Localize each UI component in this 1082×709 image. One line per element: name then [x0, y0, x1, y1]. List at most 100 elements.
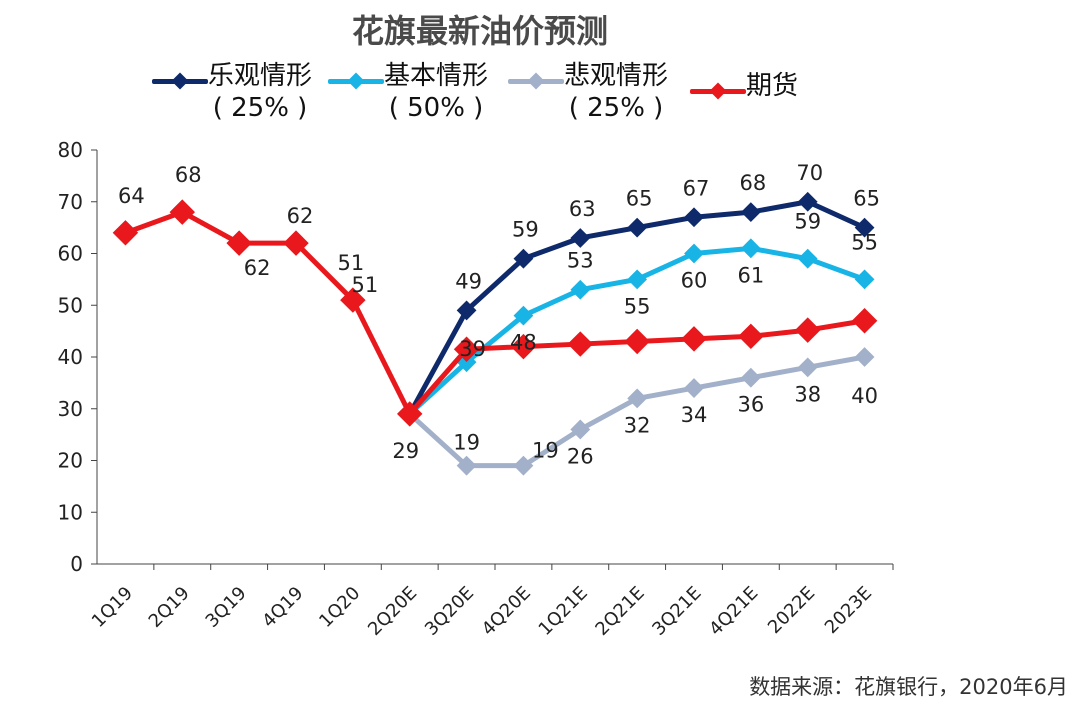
data-label: 55	[851, 230, 878, 254]
data-label: 62	[244, 256, 271, 280]
data-label: 65	[853, 187, 880, 211]
data-label: 36	[737, 393, 764, 417]
y-tick-label: 60	[58, 242, 83, 266]
x-tick-label: 3Q21E	[648, 583, 705, 640]
y-tick-label: 40	[58, 345, 83, 369]
data-label: 53	[567, 249, 594, 273]
data-point	[570, 279, 591, 300]
data-point	[513, 455, 534, 476]
data-label: 48	[510, 331, 537, 355]
legend-item-base: 基本情形 ( 50% )	[328, 60, 488, 124]
data-label: 32	[624, 413, 651, 437]
legend-label-pessimistic: 悲观情形	[564, 61, 669, 91]
data-label: 68	[739, 171, 766, 195]
data-point	[453, 336, 480, 362]
legend-label-futures: 期货	[746, 71, 799, 101]
data-point	[513, 305, 534, 326]
x-tick-label: 1Q19	[88, 583, 137, 632]
chart-title: 花旗最新油价预测	[351, 12, 608, 50]
y-tick-label: 50	[58, 293, 83, 317]
x-tick-label: 1Q20	[315, 583, 364, 632]
data-point	[567, 331, 594, 357]
legend-sub-optimistic: ( 25% )	[212, 93, 308, 123]
data-point	[740, 367, 761, 388]
data-label: 19	[532, 439, 559, 463]
data-point	[684, 243, 704, 264]
y-tick-label: 10	[58, 500, 83, 524]
legend-swatch-futures	[690, 78, 746, 104]
data-point	[456, 300, 477, 321]
y-tick-label: 20	[58, 449, 83, 473]
data-point	[456, 455, 477, 476]
data-point	[627, 217, 648, 238]
data-point	[627, 269, 648, 290]
data-point	[740, 202, 761, 222]
data-point	[797, 248, 818, 269]
x-tick-label: 2023E	[821, 583, 876, 638]
data-label: 49	[455, 269, 482, 293]
data-label: 59	[512, 218, 539, 242]
source-note: 数据来源：花旗银行，2020年6月	[749, 675, 1068, 699]
legend-label-optimistic: 乐观情形	[208, 61, 313, 91]
data-label: 65	[626, 187, 653, 211]
x-tick-label: 4Q20E	[478, 583, 535, 640]
data-point	[681, 326, 707, 352]
data-label: 51	[337, 251, 364, 275]
data-label: 60	[681, 269, 708, 293]
data-point	[169, 199, 196, 225]
data-label: 38	[794, 382, 821, 406]
x-tick-label: 2022E	[764, 583, 819, 638]
data-label: 61	[737, 263, 764, 287]
data-point	[797, 357, 818, 378]
data-label: 34	[681, 403, 708, 427]
data-label: 59	[794, 210, 821, 234]
x-tick-label: 3Q19	[202, 583, 251, 632]
data-point	[797, 191, 818, 212]
data-point	[738, 323, 764, 350]
x-tick-label: 2Q20E	[364, 583, 421, 640]
y-tick-label: 30	[58, 397, 83, 421]
legend-swatch-pessimistic	[508, 68, 564, 94]
data-point	[570, 419, 591, 440]
data-label: 19	[453, 431, 480, 455]
legend-sub-pessimistic: ( 25% )	[568, 93, 664, 123]
data-label: 64	[118, 184, 145, 208]
data-point	[112, 220, 139, 246]
y-tick-label: 0	[70, 552, 83, 576]
data-point	[340, 287, 366, 313]
data-point	[283, 230, 309, 256]
y-tick-label: 80	[58, 138, 83, 162]
x-tick-label: 2Q21E	[591, 583, 648, 640]
data-label: 63	[569, 197, 596, 221]
legend-item-pessimistic: 悲观情形 ( 25% )	[508, 60, 668, 124]
data-point	[627, 388, 648, 409]
data-point	[510, 333, 537, 360]
data-label: 67	[683, 176, 710, 200]
data-point	[570, 228, 591, 248]
legend-item-optimistic: 乐观情形 ( 25% )	[152, 60, 312, 124]
legend-label-base: 基本情形	[384, 61, 489, 91]
x-tick-label: 4Q19	[258, 583, 307, 632]
data-label: 68	[175, 163, 202, 187]
data-label: 26	[567, 444, 594, 468]
data-label: 70	[796, 161, 823, 185]
legend-swatch-optimistic	[152, 68, 208, 94]
x-tick-label: 4Q21E	[705, 583, 762, 640]
data-point	[740, 238, 761, 259]
y-tick-label: 70	[58, 190, 83, 214]
data-point	[396, 401, 423, 427]
data-point	[684, 207, 704, 228]
data-point	[794, 317, 821, 343]
data-label: 55	[624, 294, 651, 318]
legend-swatch-base	[328, 68, 384, 94]
data-label: 39	[459, 337, 486, 361]
x-tick-label: 2Q19	[145, 583, 194, 632]
data-label: 40	[851, 384, 878, 408]
data-point	[624, 328, 650, 355]
data-point	[851, 308, 878, 334]
legend-sub-base: ( 50% )	[388, 93, 484, 123]
data-point	[854, 347, 875, 367]
legend-item-futures: 期货	[690, 70, 798, 104]
data-point	[854, 269, 875, 290]
